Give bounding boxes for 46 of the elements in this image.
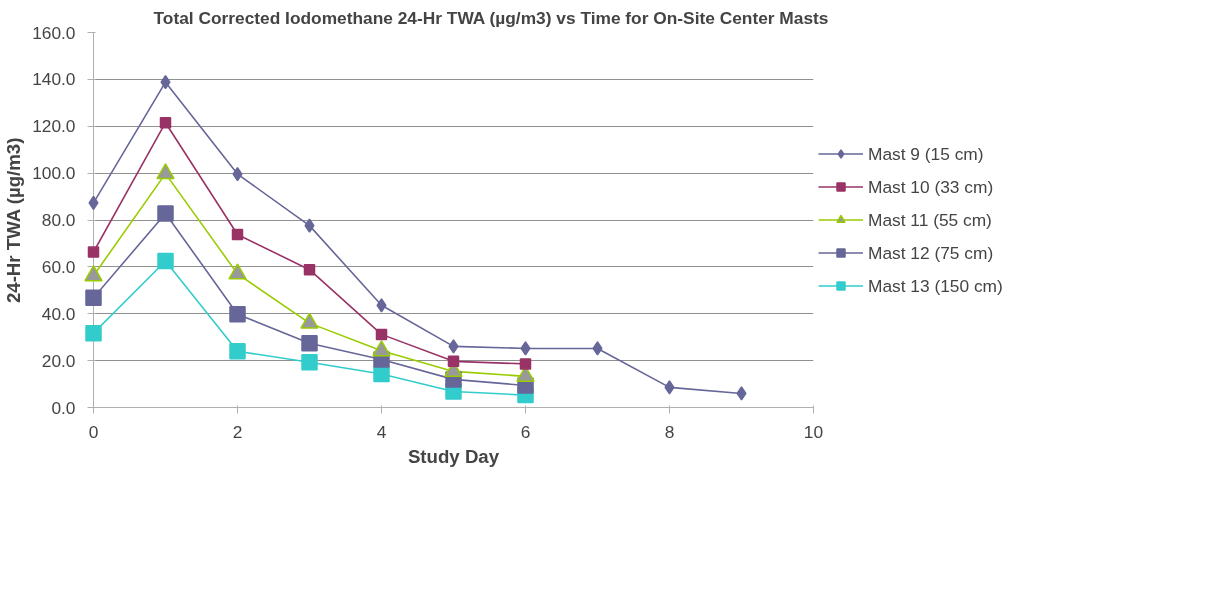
y-tick-label: 0.0 [51,397,76,418]
y-tick-label: 140.0 [32,69,76,90]
legend-label: Mast 11 (55 cm) [868,209,992,230]
y-tick-label: 80.0 [41,210,76,230]
point [157,205,174,222]
point [85,324,102,342]
point [664,380,675,395]
x-tick-label: 6 [520,421,531,442]
point [157,252,174,270]
point [231,228,244,241]
y-tick-label: 60.0 [41,256,76,277]
legend-label: Mast 13 (150 cm) [868,275,1003,296]
legend-label: Mast 10 (33 cm) [868,176,994,197]
point [229,343,246,360]
chart-title: Total Corrected Iodomethane 24-Hr TWA (µg/m3) vs Time for On-Site Center Masts [153,7,829,28]
x-tick-label: 4 [376,421,387,442]
point [447,355,460,368]
point [229,305,246,323]
legend-label: Mast 12 (75 cm) [868,242,994,263]
point [85,289,102,307]
point [87,246,100,258]
y-axis-title: 24-Hr TWA (µg/m3) [3,137,25,304]
point [736,386,747,401]
y-tick-label: 20.0 [41,350,76,371]
y-tick-label: 100.0 [32,163,76,184]
y-tick-label: 40.0 [41,303,76,324]
point [519,358,532,370]
point [375,328,388,341]
point [304,218,315,233]
point [448,339,459,354]
point [159,116,172,129]
x-tick-label: 0 [88,421,99,442]
point [520,341,531,356]
x-tick-label: 2 [232,421,243,442]
point [303,263,316,276]
point [376,298,387,313]
point [156,163,175,180]
point [592,341,603,356]
x-tick-label: 10 [803,421,824,442]
x-tick-label: 8 [664,421,675,442]
point [301,354,318,371]
point [301,335,318,352]
y-tick-label: 120.0 [32,116,76,137]
x-axis-title: Study Day [407,445,500,467]
y-tick-label: 160.0 [32,22,76,43]
legend-label: Mast 9 (15 cm) [868,143,984,164]
